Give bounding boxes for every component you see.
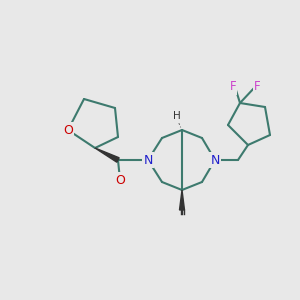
Text: O: O — [63, 124, 73, 136]
Text: F: F — [254, 80, 260, 94]
Polygon shape — [179, 190, 184, 210]
Polygon shape — [95, 148, 119, 162]
Text: O: O — [115, 173, 125, 187]
Text: N: N — [210, 154, 220, 166]
Text: H: H — [173, 111, 181, 121]
Text: N: N — [143, 154, 153, 166]
Text: F: F — [230, 80, 236, 94]
